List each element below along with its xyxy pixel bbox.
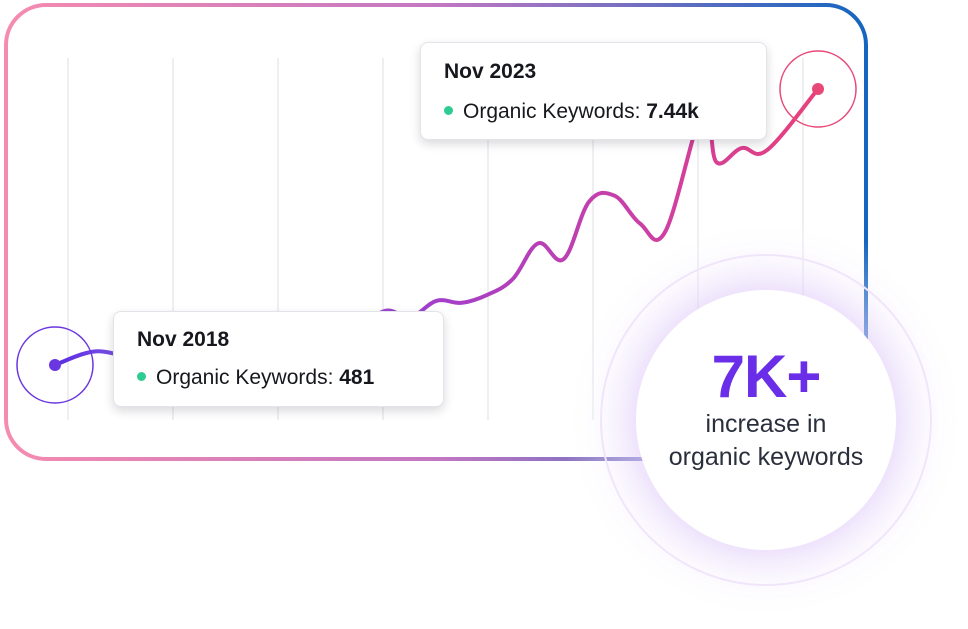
end-marker-ring [779, 50, 857, 128]
tooltip-start-date: Nov 2018 [137, 328, 230, 351]
stat-badge: 7K+ increase in organic keywords [636, 290, 896, 550]
stat-caption-line-2: organic keywords [668, 443, 864, 471]
tooltip-end-value: 7.44k [646, 100, 699, 123]
stat-caption-line-1: increase in [705, 410, 827, 438]
tooltip-end-date: Nov 2023 [444, 60, 537, 83]
stat-number: 7K+ [711, 343, 822, 410]
start-marker-ring [16, 326, 94, 404]
tooltip-end: Nov 2023 Organic Keywords: 7.44k [420, 42, 767, 140]
stat-caption: increase in organic keywords [636, 408, 896, 474]
end-marker-point [812, 83, 824, 95]
tooltip-end-metric: Organic Keywords: 7.44k [444, 100, 699, 124]
legend-dot-icon [444, 105, 453, 115]
legend-dot-icon [137, 371, 146, 381]
stat-glow-ring [600, 254, 932, 586]
chart-frame [4, 3, 868, 461]
tooltip-end-label: Organic Keywords: [463, 100, 641, 123]
tooltip-start-metric: Organic Keywords: 481 [137, 366, 374, 390]
tooltip-start-label: Organic Keywords: [156, 366, 334, 389]
tooltip-start: Nov 2018 Organic Keywords: 481 [113, 311, 444, 407]
start-marker-point [49, 359, 61, 371]
tooltip-start-value: 481 [339, 366, 375, 389]
